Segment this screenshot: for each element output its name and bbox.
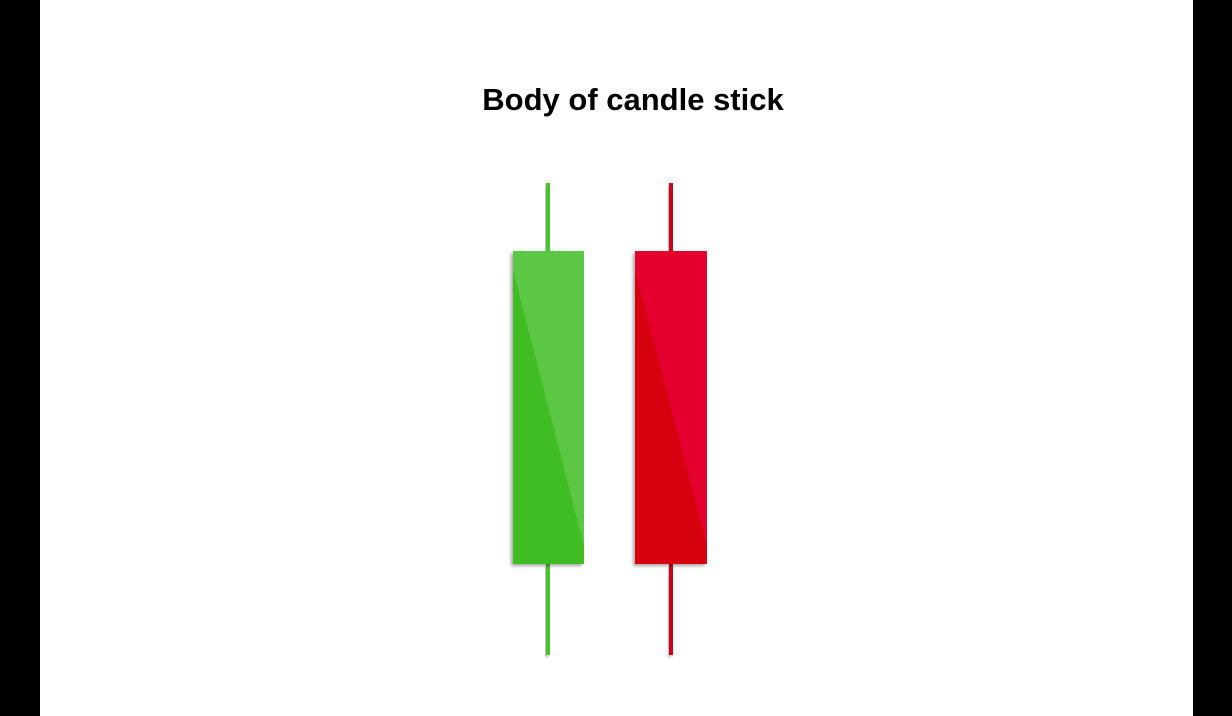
bullish-body-shade — [513, 270, 584, 564]
candlestick-diagram — [513, 183, 707, 655]
bearish-upper-wick — [669, 183, 673, 252]
diagram-canvas: Body of candle stick — [40, 0, 1193, 716]
bullish-upper-wick — [546, 183, 550, 252]
bearish-candle — [635, 183, 707, 655]
bullish-lower-wick — [546, 564, 550, 655]
bearish-body-shade — [635, 270, 707, 564]
diagram-title: Body of candle stick — [482, 82, 784, 117]
bearish-lower-wick — [669, 564, 673, 655]
bullish-candle — [513, 183, 584, 655]
